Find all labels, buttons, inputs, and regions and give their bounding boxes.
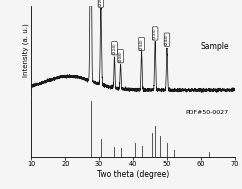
Text: (008): (008)	[119, 50, 122, 62]
Y-axis label: Intensity (a. u.): Intensity (a. u.)	[22, 24, 29, 77]
Text: (220): (220)	[99, 0, 103, 6]
X-axis label: Two theta (degree): Two theta (degree)	[97, 170, 169, 179]
Text: (224): (224)	[113, 43, 116, 54]
Text: (234): (234)	[140, 38, 144, 50]
Text: PDF#50-0027: PDF#50-0027	[186, 110, 229, 115]
Text: (244): (244)	[165, 34, 169, 45]
Text: (333): (333)	[153, 28, 157, 39]
Text: Sample: Sample	[200, 42, 229, 51]
